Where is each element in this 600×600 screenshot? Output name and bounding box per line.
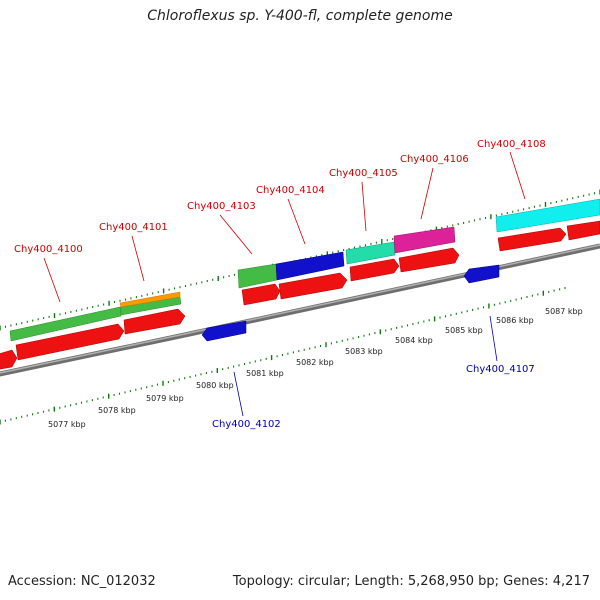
gene-arrow-fwd-7[interactable] (398, 247, 460, 273)
genome-stats-label: Topology: circular; Length: 5,268,950 bp… (232, 574, 590, 589)
feature-magenta-bar[interactable] (393, 226, 456, 254)
feature-blue-bar[interactable] (275, 251, 345, 281)
label-leader-line (420, 167, 434, 220)
kbp-scale-labels: 5077 kbp 5078 kbp 5079 kbp 5080 kbp 5081… (48, 307, 583, 429)
kbp-label: 5083 kbp (345, 347, 383, 356)
kbp-label: 5082 kbp (296, 358, 334, 367)
feature-orange-bar[interactable] (119, 291, 181, 308)
gene-label-chy400-4104[interactable]: Chy400_4104 (256, 185, 325, 196)
label-leader-line (131, 235, 145, 282)
gene-label-chy400-4100[interactable]: Chy400_4100 (14, 244, 83, 255)
feature-track (9, 198, 600, 342)
feature-cyan-bar[interactable] (495, 198, 600, 233)
map-title: Chloroflexus sp. Y-400-fl, complete geno… (147, 8, 453, 24)
kbp-label: 5087 kbp (545, 307, 583, 316)
gene-arrow-fwd-1[interactable] (0, 349, 18, 370)
gene-arrow-fwd-3[interactable] (123, 308, 186, 335)
kbp-label: 5078 kbp (98, 406, 136, 415)
gene-arrow-fwd-2[interactable] (15, 323, 125, 361)
forward-gene-labels: Chy400_4100 Chy400_4101 Chy400_4103 Chy4… (14, 139, 546, 303)
genome-backbone (0, 243, 600, 377)
reverse-gene-track (201, 264, 500, 342)
label-leader-line (489, 315, 498, 362)
feature-green-bar-3[interactable] (237, 263, 278, 289)
kbp-label: 5086 kbp (496, 316, 534, 325)
gene-label-chy400-4101[interactable]: Chy400_4101 (99, 222, 168, 233)
gene-label-chy400-4108[interactable]: Chy400_4108 (477, 139, 546, 150)
gene-label-chy400-4106[interactable]: Chy400_4106 (400, 154, 469, 165)
gene-label-chy400-4102[interactable]: Chy400_4102 (212, 419, 281, 430)
gene-arrow-fwd-9[interactable] (566, 220, 600, 241)
label-leader-line (287, 198, 306, 245)
gene-label-chy400-4107[interactable]: Chy400_4107 (466, 364, 535, 375)
accession-label: Accession: NC_012032 (8, 574, 156, 589)
gene-arrow-fwd-4[interactable] (241, 283, 281, 306)
label-leader-line (43, 257, 61, 303)
gene-arrow-fwd-8[interactable] (497, 227, 567, 252)
kbp-label: 5079 kbp (146, 394, 184, 403)
kbp-label: 5084 kbp (395, 336, 433, 345)
reverse-gene-labels: Chy400_4102 Chy400_4107 (212, 315, 535, 430)
gene-arrow-rev-2[interactable] (463, 264, 500, 284)
gene-arrow-rev-1[interactable] (201, 320, 247, 342)
label-leader-line (361, 181, 367, 232)
forward-gene-track (0, 220, 600, 370)
kbp-label: 5080 kbp (196, 381, 234, 390)
feature-green-bar-1[interactable] (9, 306, 122, 342)
gene-arrow-fwd-6[interactable] (349, 258, 400, 282)
feature-teal-bar[interactable] (345, 241, 396, 265)
label-leader-line (233, 371, 244, 417)
kbp-label: 5077 kbp (48, 420, 86, 429)
kbp-label: 5081 kbp (246, 369, 284, 378)
gene-arrow-fwd-5[interactable] (278, 272, 348, 300)
kbp-label: 5085 kbp (445, 326, 483, 335)
label-leader-line (219, 214, 253, 255)
lower-tick-track (0, 287, 566, 425)
genome-backbone-highlight (0, 244, 600, 374)
gene-label-chy400-4103[interactable]: Chy400_4103 (187, 201, 256, 212)
label-leader-line (509, 151, 526, 200)
gene-label-chy400-4105[interactable]: Chy400_4105 (329, 168, 398, 179)
